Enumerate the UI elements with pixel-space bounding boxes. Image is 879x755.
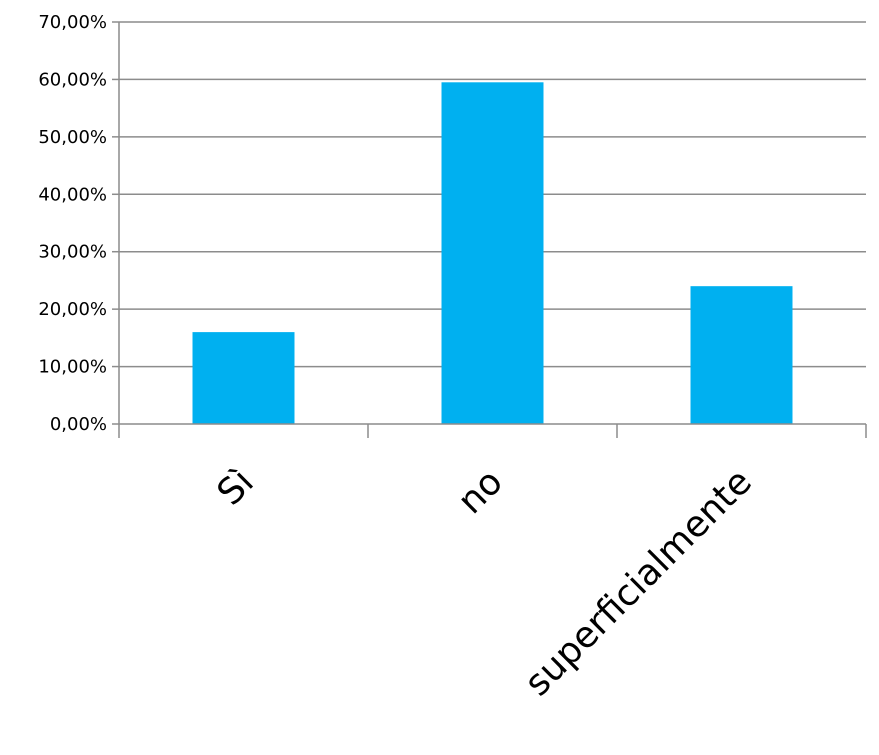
y-tick-label: 40,00%: [38, 184, 107, 205]
axes: [112, 21, 867, 438]
bar-0: [192, 332, 295, 424]
y-axis-tick-labels: 0,00% 10,00% 20,00% 30,00% 40,00% 50,00% 60,00…: [38, 12, 107, 435]
x-tick-label: superficialmente: [517, 461, 760, 704]
y-tick-label: 10,00%: [38, 357, 107, 378]
x-tick-label: Sì: [210, 461, 262, 513]
x-axis-tick-labels: Sì no superficialmente: [210, 461, 760, 704]
y-tick-label: 20,00%: [38, 299, 107, 320]
y-tick-label: 50,00%: [38, 127, 107, 148]
x-tick-label: no: [450, 461, 511, 522]
y-tick-label: 60,00%: [38, 69, 107, 90]
bar-2: [690, 286, 793, 424]
y-tick-label: 30,00%: [38, 242, 107, 263]
bar-1: [441, 82, 544, 425]
y-tick-label: 70,00%: [38, 12, 107, 33]
y-tick-label: 0,00%: [50, 414, 107, 435]
bars: [192, 82, 793, 425]
